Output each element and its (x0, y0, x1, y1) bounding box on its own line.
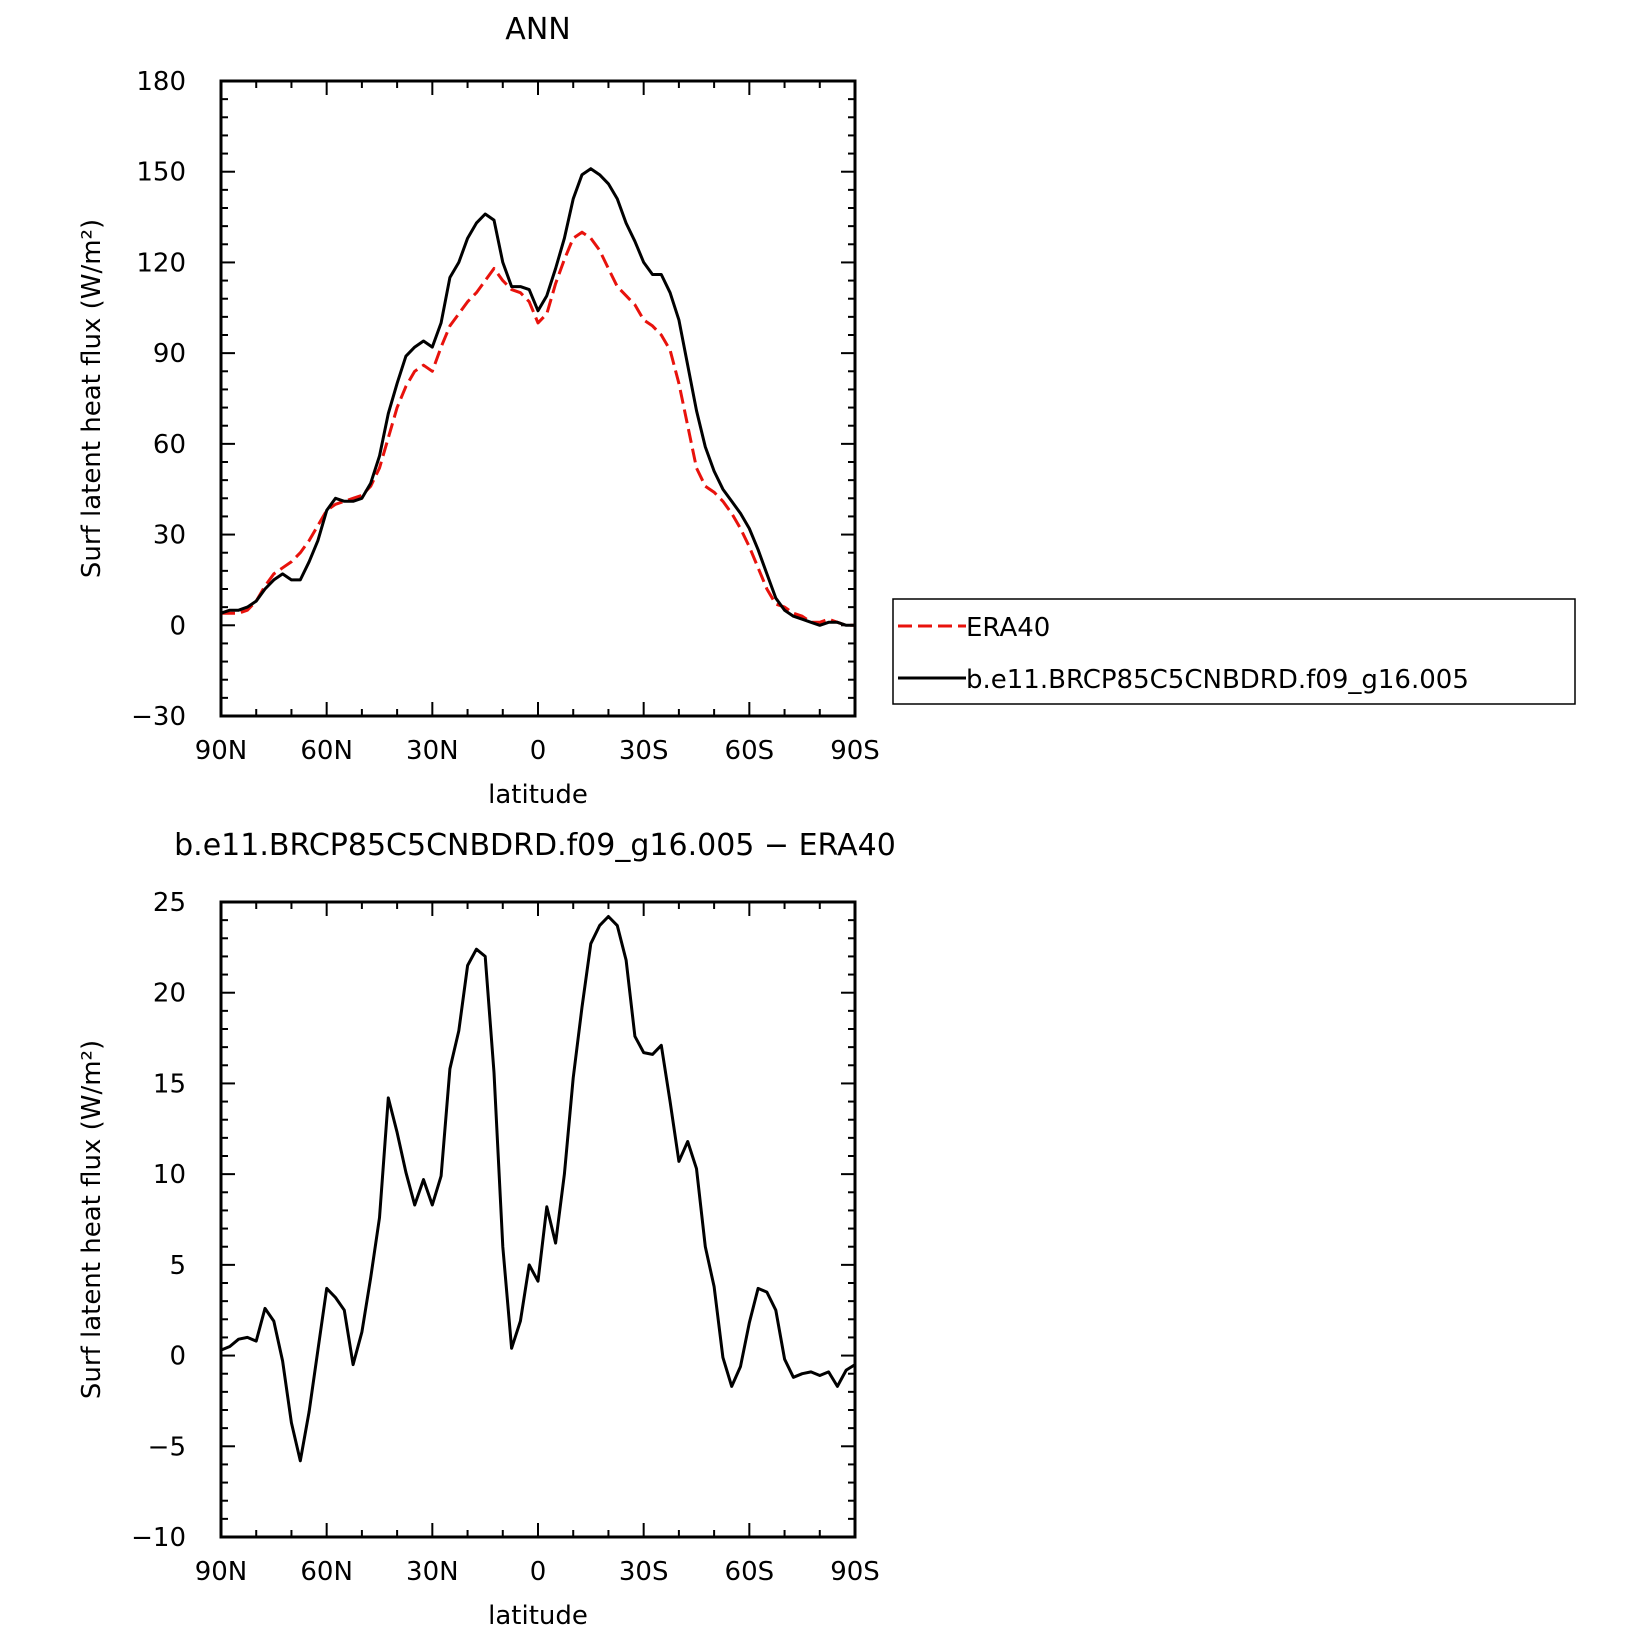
plot-frame (219, 900, 857, 1539)
x-axis-label: latitude (488, 1601, 588, 1631)
y-tick-label: 0 (169, 611, 186, 641)
series-group (220, 915, 856, 1463)
y-tick-label: 10 (153, 1160, 186, 1190)
x-tick-label: 30S (619, 1557, 669, 1587)
chart-title: ANN (505, 12, 570, 47)
x-tick-label: 60N (300, 736, 353, 766)
y-tick-label: 25 (153, 888, 186, 918)
y-tick-label: −10 (131, 1523, 186, 1553)
x-tick-label: 90N (195, 736, 248, 766)
x-tick-label: 90N (195, 1557, 248, 1587)
x-tick-label: 60S (725, 1557, 775, 1587)
y-tick-label: 120 (136, 248, 186, 278)
y-tick-label: 20 (153, 979, 186, 1009)
y-tick-label: 30 (153, 521, 186, 551)
legend-label-model: b.e11.BRCP85C5CNBDRD.f09_g16.005 (966, 665, 1469, 695)
y-tick-label: 90 (153, 339, 186, 369)
series-line-0 (220, 915, 856, 1463)
y-tick-label: 15 (153, 1069, 186, 1099)
y-tick-label: −5 (148, 1432, 186, 1462)
x-tick-label: 30N (406, 736, 459, 766)
x-tick-label: 90S (830, 1557, 880, 1587)
legend-box (892, 598, 1576, 705)
x-tick-label: 60S (725, 736, 775, 766)
chart-title: b.e11.BRCP85C5CNBDRD.f09_g16.005 − ERA40 (174, 828, 896, 863)
chart-panel-bottom: b.e11.BRCP85C5CNBDRD.f09_g16.005 − ERA40… (77, 828, 896, 1631)
axis-ticks: 90N 60N 30N 0 30S 60S 90S 180 150 120 90 60 30 0 −30 (131, 67, 880, 766)
y-tick-label: 180 (136, 67, 186, 97)
y-tick-label: 0 (169, 1342, 186, 1372)
series-line-dashed-0 (221, 230, 855, 627)
series-line-1 (220, 167, 855, 627)
y-tick-label: 5 (169, 1251, 186, 1281)
x-tick-label: 30N (406, 1557, 459, 1587)
chart-panel-top: ANN 90N 60N 30N 0 30S 60S 90S 180 150 120 90 60 30 0 −… (77, 12, 1576, 810)
legend-label-era40: ERA40 (966, 613, 1050, 643)
x-tick-label: 90S (830, 736, 880, 766)
y-axis-label: Surf latent heat flux (W/m²) (77, 1040, 107, 1399)
y-tick-label: 150 (136, 158, 186, 188)
plot-frame (219, 79, 857, 718)
x-tick-label: 60N (300, 1557, 353, 1587)
x-axis-label: latitude (488, 780, 588, 810)
x-tick-label: 30S (619, 736, 669, 766)
x-tick-label: 0 (530, 1557, 547, 1587)
legend: ERA40 b.e11.BRCP85C5CNBDRD.f09_g16.005 (892, 598, 1576, 705)
series-group (220, 167, 855, 627)
axis-ticks: 90N 60N 30N 0 30S 60S 90S 25 20 15 10 5 0 −5 −10 (131, 888, 880, 1587)
y-tick-label: −30 (131, 702, 186, 732)
x-tick-label: 0 (530, 736, 547, 766)
y-axis-label: Surf latent heat flux (W/m²) (77, 219, 107, 578)
y-tick-label: 60 (153, 430, 186, 460)
